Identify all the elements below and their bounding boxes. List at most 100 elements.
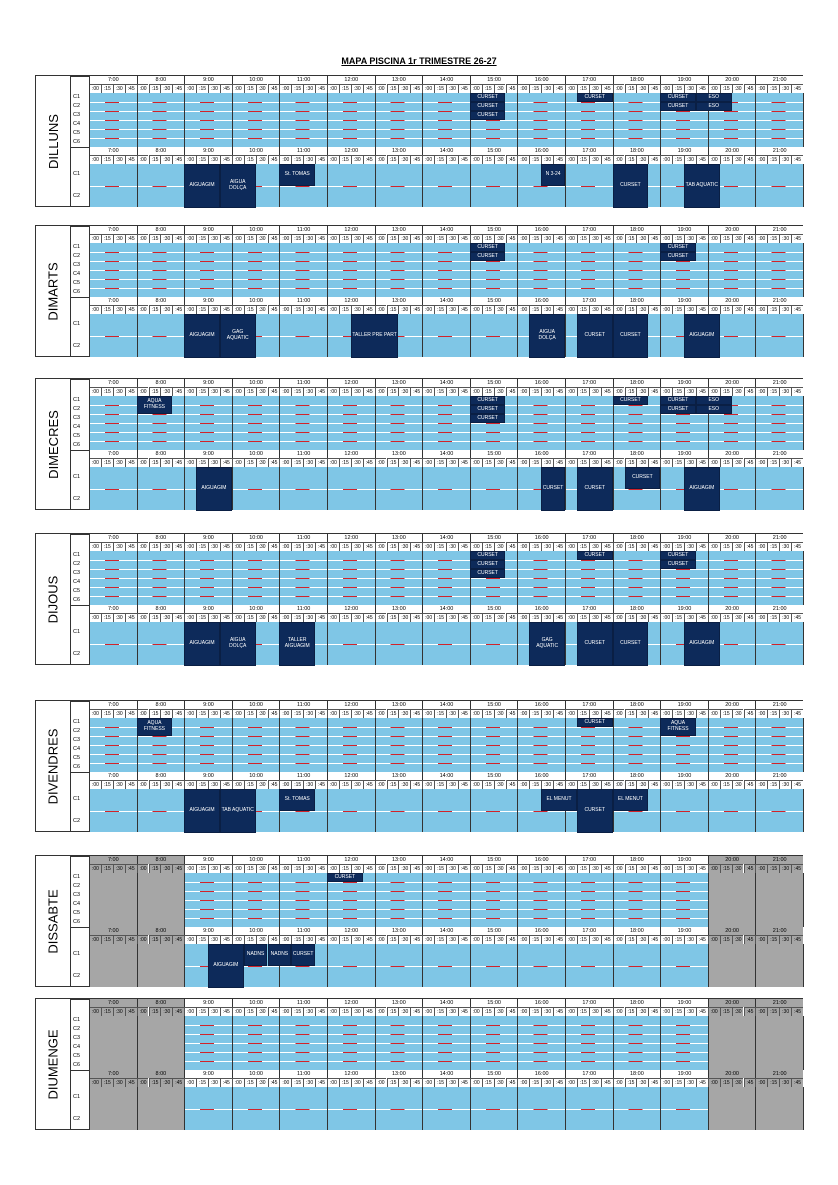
quarter-label: :15 bbox=[196, 234, 208, 243]
quarter-label: :15 bbox=[196, 864, 208, 873]
quarter-label: :30 bbox=[684, 780, 696, 789]
quarter-label: :00 bbox=[231, 1007, 244, 1016]
hour-label: 16:00 bbox=[517, 450, 565, 458]
quarter-label: :00 bbox=[136, 84, 149, 93]
quarter-label: :00 bbox=[327, 1078, 339, 1087]
quarter-label: :45 bbox=[600, 935, 613, 944]
quarter-label: :45 bbox=[172, 709, 185, 718]
quarter-label: :45 bbox=[553, 780, 565, 789]
hour-label: 11:00 bbox=[279, 772, 327, 780]
quarter-label: :45 bbox=[410, 709, 423, 718]
quarter-label: :00 bbox=[374, 780, 387, 789]
quarter-label: :15 bbox=[386, 709, 399, 718]
quarter-label: :45 bbox=[219, 234, 232, 243]
quarter-label: :00 bbox=[565, 305, 577, 314]
hour-label: 20:00 bbox=[707, 856, 756, 864]
hour-label: 18:00 bbox=[612, 534, 661, 542]
quarter-label: :15 bbox=[672, 864, 684, 873]
quarter-label: :15 bbox=[672, 84, 684, 93]
hour-label: 19:00 bbox=[660, 450, 708, 458]
hour-label: 21:00 bbox=[755, 226, 803, 234]
hour-line bbox=[612, 944, 614, 987]
lane-label: C1 bbox=[73, 718, 81, 725]
hour-line bbox=[517, 551, 519, 605]
activity-label: CURSET bbox=[334, 873, 356, 880]
hour-label: 9:00 bbox=[184, 927, 232, 935]
hour-line bbox=[660, 467, 662, 510]
quarter-label: :45 bbox=[172, 935, 185, 944]
quarter-label: :30 bbox=[731, 1078, 744, 1087]
hour-label: 17:00 bbox=[565, 701, 613, 709]
hour-label: 18:00 bbox=[612, 297, 661, 305]
quarter-label: :15 bbox=[719, 780, 732, 789]
quarter-label: :15 bbox=[100, 864, 113, 873]
quarter-label: :30 bbox=[779, 387, 792, 396]
quarter-label: :45 bbox=[410, 935, 423, 944]
lane-label: C1 bbox=[73, 321, 81, 328]
hour-line bbox=[279, 243, 281, 297]
hour-label: 11:00 bbox=[279, 76, 327, 84]
quarter-label: :30 bbox=[493, 1007, 506, 1016]
quarter-label: :00 bbox=[89, 935, 101, 944]
quarter-label: :00 bbox=[184, 542, 197, 551]
lane-divider bbox=[89, 270, 803, 271]
quarter-label: :00 bbox=[755, 935, 768, 944]
quarter-label: :45 bbox=[219, 84, 232, 93]
quarter-label: :00 bbox=[755, 864, 768, 873]
hour-label: 11:00 bbox=[279, 999, 327, 1007]
quarter-label: :15 bbox=[481, 1078, 494, 1087]
quarter-label: :45 bbox=[124, 155, 137, 164]
hour-label: 21:00 bbox=[755, 297, 803, 305]
hour-line bbox=[612, 467, 614, 510]
quarter-label: :30 bbox=[350, 780, 363, 789]
quarter-label: :45 bbox=[695, 458, 708, 467]
hour-line bbox=[803, 164, 804, 207]
quarter-label: :15 bbox=[672, 458, 684, 467]
quarter-label: :45 bbox=[695, 1078, 708, 1087]
quarter-label: :15 bbox=[243, 1078, 256, 1087]
activity: CURSET bbox=[327, 873, 363, 882]
quarter-label: :15 bbox=[291, 234, 304, 243]
activity-label: CURSET bbox=[667, 93, 689, 100]
quarter-label: :45 bbox=[695, 864, 708, 873]
quarter-label: :30 bbox=[493, 305, 506, 314]
hour-label: 9:00 bbox=[184, 379, 232, 387]
hour-label: 8:00 bbox=[136, 772, 185, 780]
quarter-label: :15 bbox=[434, 387, 446, 396]
quarter-label: :45 bbox=[410, 234, 423, 243]
quarter-label: :45 bbox=[600, 542, 613, 551]
quarter-label: :30 bbox=[684, 1007, 696, 1016]
quarter-label: :00 bbox=[422, 1078, 435, 1087]
quarter-label: :45 bbox=[172, 305, 185, 314]
lane-label: C2 bbox=[73, 102, 81, 109]
quarter-label: :45 bbox=[124, 935, 137, 944]
hour-line bbox=[660, 243, 662, 297]
quarter-label: :00 bbox=[469, 1007, 482, 1016]
quarter-label: :30 bbox=[398, 1078, 411, 1087]
lane-label: C2 bbox=[73, 252, 81, 259]
activity-label: AIGUAGIM bbox=[201, 485, 227, 492]
quarter-label: :30 bbox=[112, 935, 125, 944]
hour-line bbox=[374, 93, 376, 147]
hour-label: 18:00 bbox=[612, 76, 661, 84]
hour-label: 20:00 bbox=[707, 772, 756, 780]
quarter-label: :00 bbox=[612, 1007, 625, 1016]
quarter-label: :45 bbox=[219, 613, 232, 622]
hour-label: 20:00 bbox=[707, 226, 756, 234]
quarter-label: :00 bbox=[565, 864, 577, 873]
quarter-label: :00 bbox=[612, 234, 625, 243]
quarter-label: :15 bbox=[386, 935, 399, 944]
hour-line bbox=[327, 164, 328, 207]
hour-line bbox=[231, 718, 233, 772]
hour-line bbox=[231, 93, 233, 147]
lane-label: C2 bbox=[73, 405, 81, 412]
hour-line bbox=[184, 93, 186, 147]
hour-label: 13:00 bbox=[374, 297, 423, 305]
hour-line bbox=[803, 551, 804, 605]
quarter-label: :15 bbox=[719, 155, 732, 164]
quarter-label: :15 bbox=[624, 613, 637, 622]
quarter-label: :15 bbox=[338, 613, 351, 622]
quarter-label: :00 bbox=[612, 542, 625, 551]
quarter-label: :30 bbox=[350, 542, 363, 551]
quarter-label: :15 bbox=[291, 458, 304, 467]
